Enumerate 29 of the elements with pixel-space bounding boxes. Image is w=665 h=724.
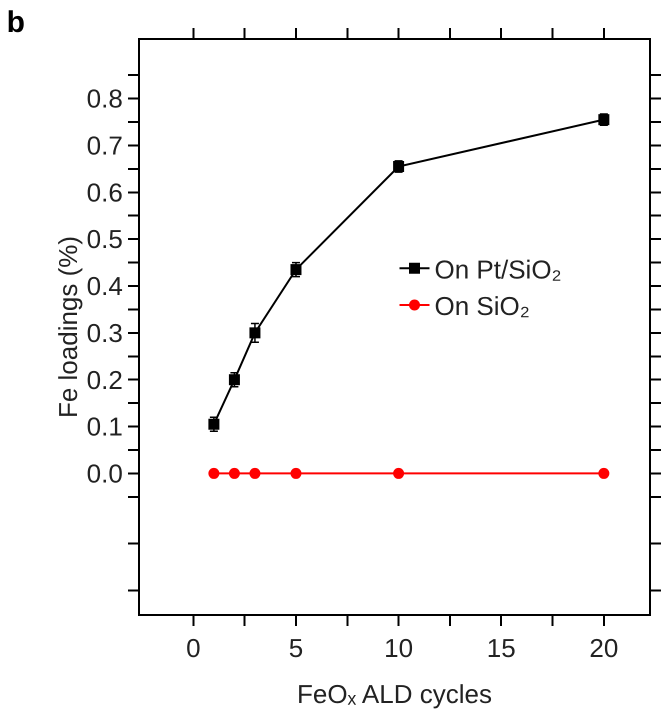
point <box>228 374 240 386</box>
point <box>208 468 220 479</box>
point <box>249 327 260 338</box>
x-tick-label: 15 <box>486 633 516 664</box>
y-tick-label: 0.0 <box>86 458 123 489</box>
y-tick-label: 0.5 <box>86 224 123 254</box>
y-tick-label: 0.6 <box>86 177 123 208</box>
y-tick-label: 0.3 <box>86 318 123 348</box>
x-axis-title: FeOₓ ALD cycles <box>297 679 492 709</box>
x-tick-label: 20 <box>589 633 618 664</box>
x-tick-label: 0 <box>186 633 201 664</box>
point <box>228 468 240 479</box>
point <box>208 418 220 430</box>
point <box>393 468 404 479</box>
point <box>290 264 302 276</box>
chart-title: b <box>6 6 25 39</box>
point <box>249 468 260 479</box>
y-axis-title: Fe loadings (%) <box>53 236 83 418</box>
point <box>598 468 610 479</box>
x-tick-label: 5 <box>288 633 304 664</box>
y-tick-label: 0.7 <box>86 130 123 161</box>
legend-label: On Pt/SiO₂ <box>434 254 562 284</box>
point <box>290 468 302 479</box>
y-tick-label: 0.8 <box>86 84 123 114</box>
y-tick-label: 0.1 <box>86 412 123 442</box>
y-tick-label: 0.4 <box>86 271 123 302</box>
legend-label: On SiO₂ <box>434 291 530 322</box>
y-tick-label: 0.2 <box>86 364 123 395</box>
x-tick-label: 10 <box>384 633 414 664</box>
